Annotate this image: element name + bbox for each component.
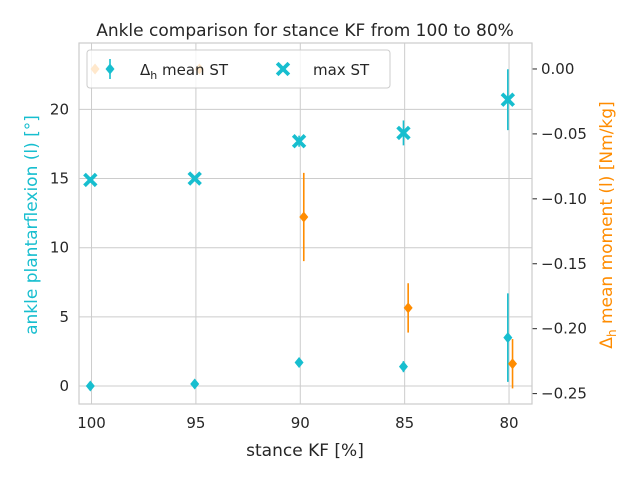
legend-label-subscript: h: [150, 69, 157, 82]
left-y-tick-label: 20: [50, 100, 69, 118]
x-tick-label: 85: [395, 414, 414, 432]
left-y-tick-label: 10: [50, 239, 69, 257]
left-y-tick-labels: 0 5 10 15 20: [50, 100, 69, 395]
data-point-x: [187, 171, 202, 186]
data-point-diamond: [503, 332, 513, 344]
legend: Δh mean ST max ST: [86, 49, 391, 89]
left-y-tick-label: 0: [59, 377, 69, 395]
right-y-tick-label: −0.10: [541, 190, 587, 208]
left-y-tick-label: 15: [50, 170, 69, 188]
legend-label: Δh mean ST: [140, 61, 229, 82]
right-y-axis-label: Δh mean moment (l) [Nm/kg]: [597, 101, 619, 348]
legend-label: max ST: [313, 61, 370, 79]
right-y-axis-label-prefix: Δ: [597, 337, 617, 349]
data-point-x: [291, 134, 307, 149]
x-tick-label: 100: [77, 414, 106, 432]
legend-box: [86, 49, 391, 89]
data-point-diamond: [403, 302, 413, 314]
data-point-diamond: [294, 357, 304, 369]
left-y-tick-label: 5: [59, 308, 69, 326]
legend-label-prefix: Δ: [140, 61, 151, 79]
right-y-tick-label: −0.15: [541, 255, 587, 273]
right-y-tick-label: −0.20: [541, 320, 587, 338]
right-y-tick-labels: 0.00 −0.05 −0.10 −0.15 −0.20 −0.25: [532, 60, 587, 403]
right-y-tick-label: −0.05: [541, 125, 587, 143]
legend-marker-x: [275, 61, 291, 77]
legend-marker-diamond: [105, 63, 115, 75]
data-point-x: [83, 172, 98, 188]
plot-frame: [78, 42, 533, 405]
data-point-diamond: [85, 380, 95, 392]
right-y-tick-label: −0.25: [541, 385, 587, 403]
right-y-axis-label-text: mean moment (l) [Nm/kg]: [597, 101, 617, 329]
chart-title: Ankle comparison for stance KF from 100 …: [96, 21, 514, 41]
data-point-diamond: [398, 361, 408, 373]
data-point-diamond: [508, 358, 518, 370]
right-y-axis-label-subscript: h: [605, 329, 619, 337]
grid: [79, 43, 532, 404]
x-tick-labels: 100 95 90 85 80: [77, 414, 518, 432]
data-point-diamond: [299, 211, 309, 223]
right-y-tick-label: 0.00: [541, 60, 574, 78]
data-point-x: [396, 125, 411, 141]
left-y-axis-label: ankle plantarflexion (l) [°]: [22, 115, 42, 335]
data-point-x: [500, 92, 516, 107]
x-tick-label: 95: [186, 414, 205, 432]
legend-label-text: mean ST: [157, 61, 229, 79]
data-point-diamond: [190, 378, 200, 390]
x-axis-label: stance KF [%]: [246, 441, 364, 461]
x-tick-label: 90: [291, 414, 310, 432]
x-tick-label: 80: [499, 414, 518, 432]
